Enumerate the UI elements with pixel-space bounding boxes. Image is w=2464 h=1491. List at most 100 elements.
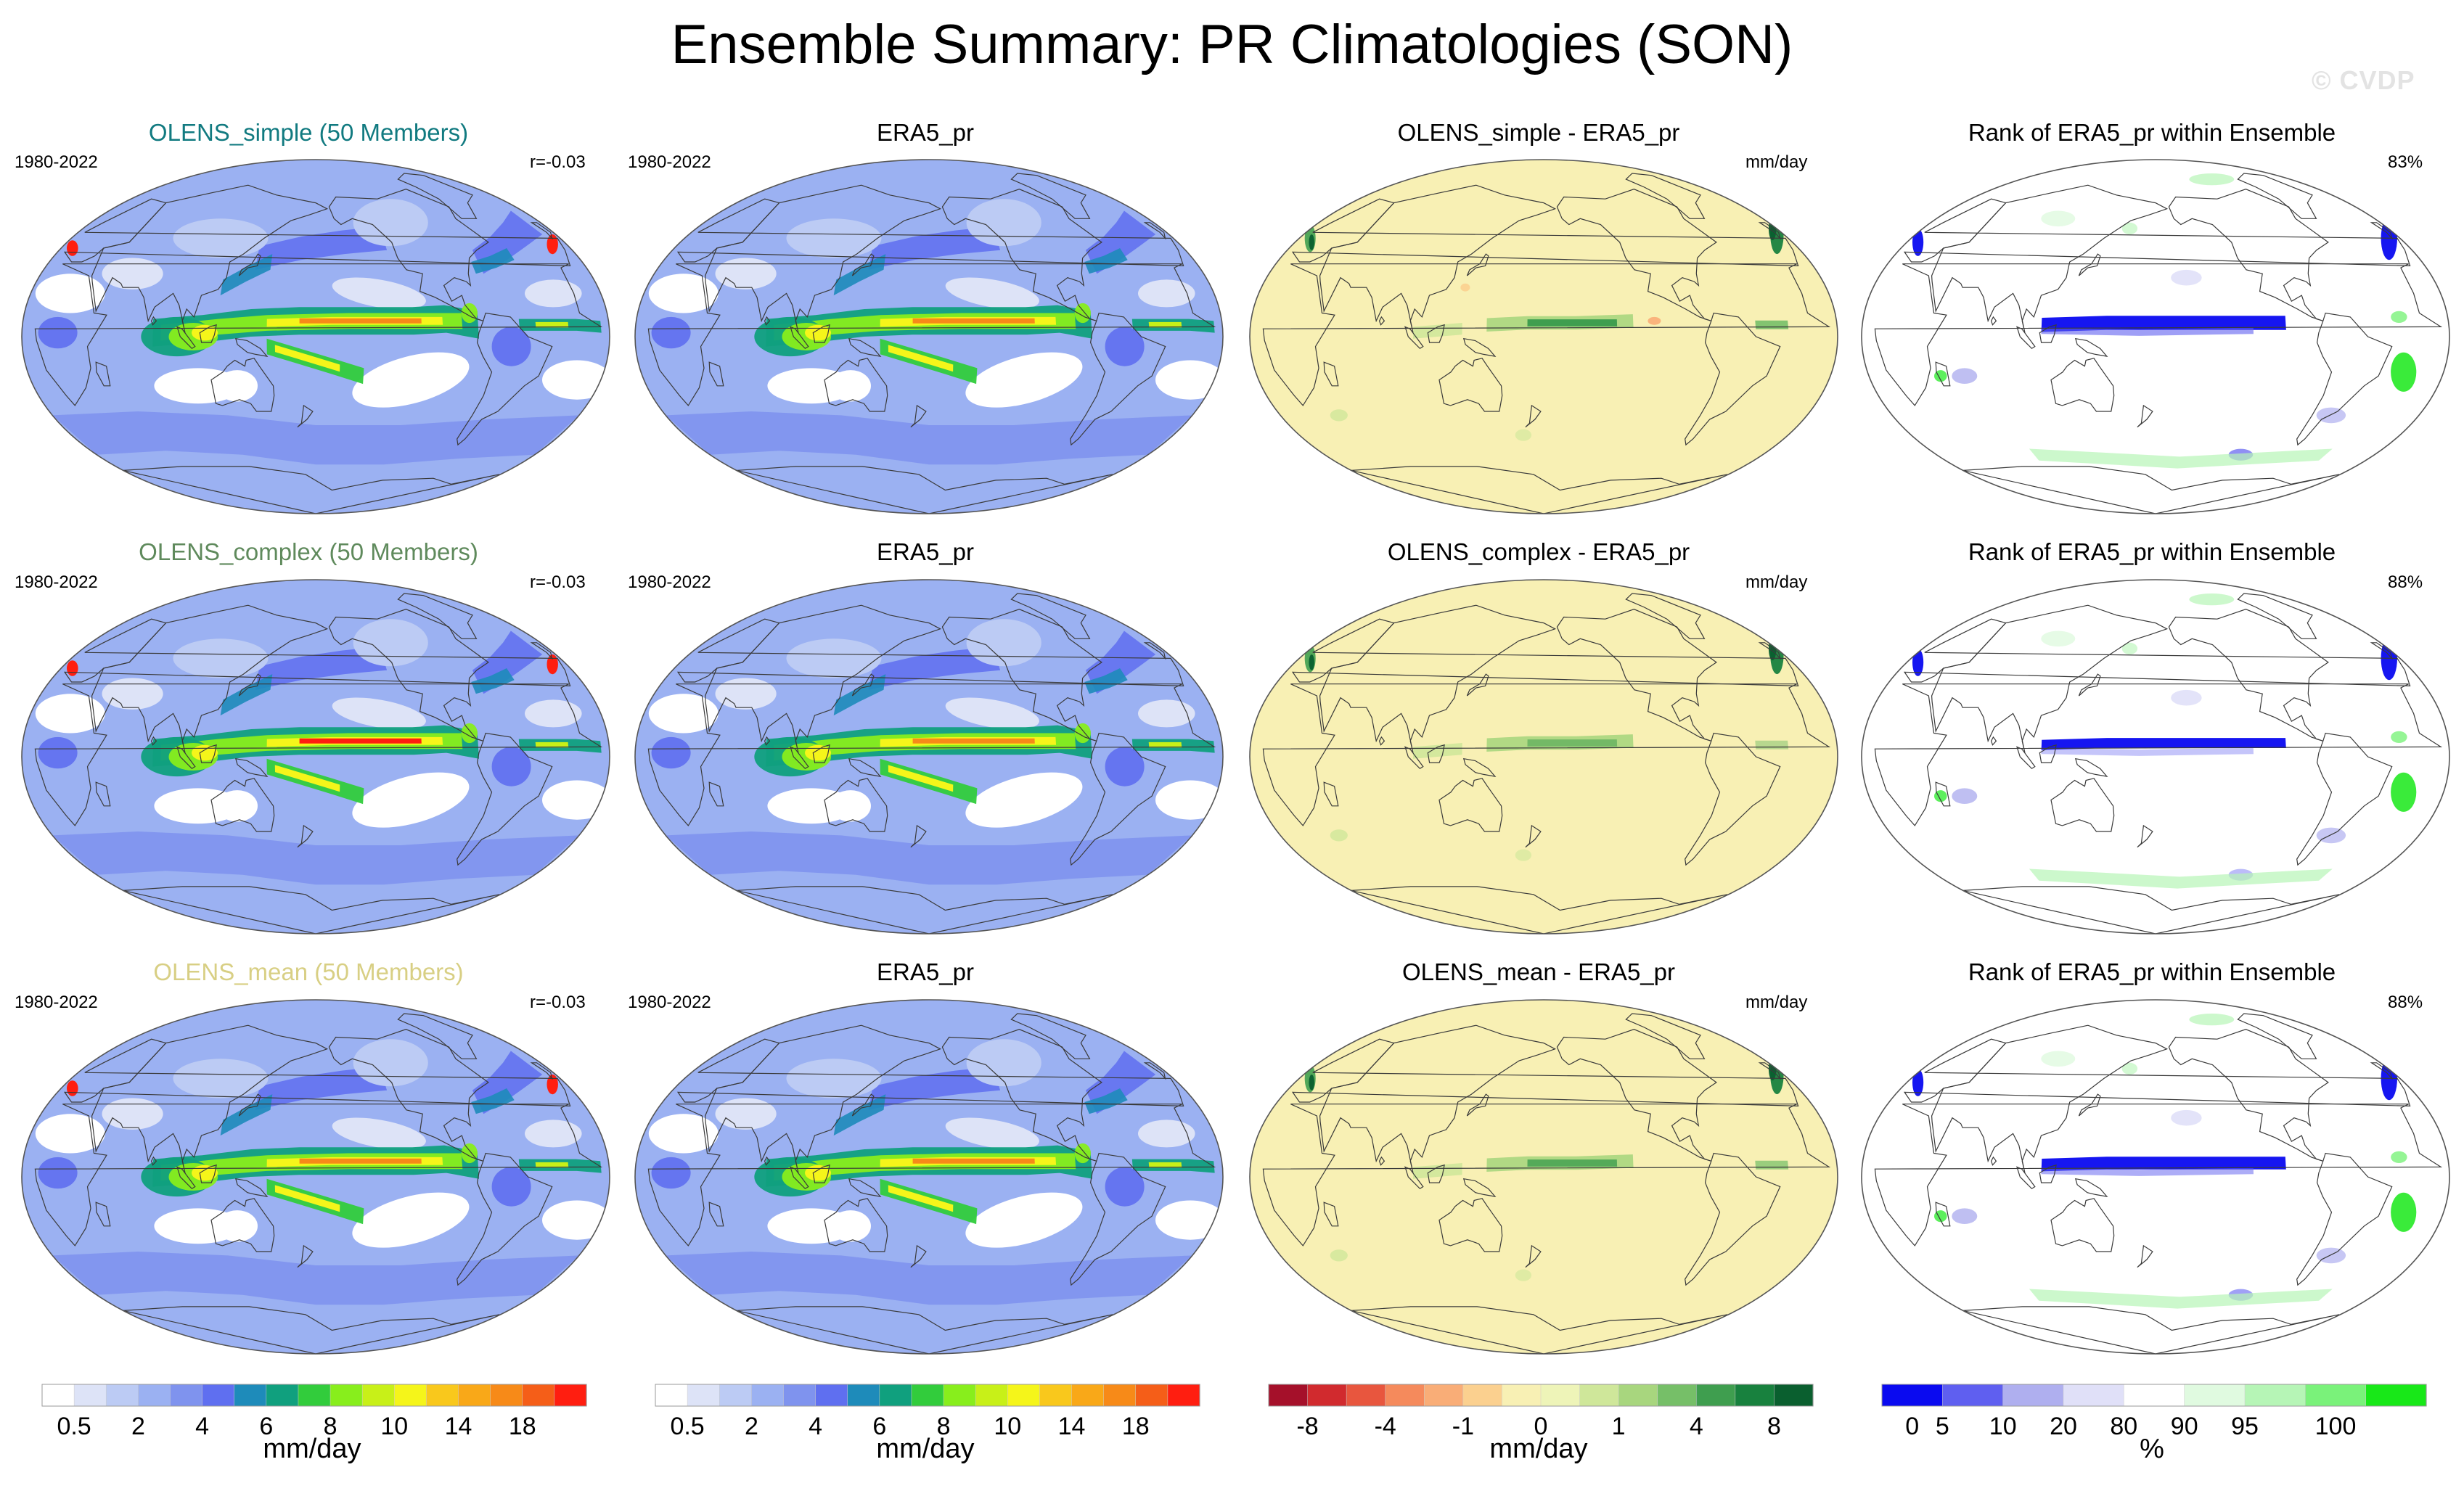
coastline-australia: [2050, 358, 2115, 412]
southern-pacific-bias: [1515, 849, 1532, 861]
north-pacific-storm-track: [868, 226, 1001, 270]
map-border: [21, 999, 610, 1355]
model-panel-title: OLENS_complex (50 Members): [139, 538, 478, 565]
middle-east-dry-zone: [102, 258, 163, 289]
coastline-africa: [1874, 683, 2443, 826]
difference-map: [1249, 159, 1838, 514]
maritime-convection-yellow: [192, 1165, 218, 1181]
siberia-field: [786, 1059, 882, 1098]
siberia-field: [786, 218, 882, 258]
middle-east-dry-zone: [715, 1098, 777, 1130]
difference-colorbar-swatch: [1579, 1384, 1619, 1407]
coastline-namerica: [1556, 609, 1717, 742]
coastline-uk: [1758, 1062, 1781, 1080]
coastline-borneo: [2039, 744, 2057, 763]
coastline-namerica: [328, 1029, 489, 1162]
coastline-africa: [1262, 683, 1831, 826]
climatology-colorbar-swatch: [234, 1384, 267, 1407]
sahara-dry-zone: [35, 274, 105, 313]
amazon-rain: [1105, 326, 1145, 366]
kuroshio-rain: [220, 674, 273, 716]
amazon-rain: [491, 326, 531, 366]
coastline-antarctica: [1962, 466, 2340, 514]
difference-units-label: mm/day: [1745, 993, 1808, 1012]
sahara-dry-zone: [648, 1114, 719, 1154]
coastline-samerica: [1070, 1152, 1166, 1286]
coastline-samerica: [1685, 732, 1781, 866]
map-border: [1249, 159, 1838, 514]
southern-pacific-bias: [1515, 429, 1532, 441]
ne-pacific-dry-zone: [945, 1117, 1039, 1150]
canada-field: [966, 1039, 1041, 1087]
amazon-rain: [1105, 1167, 1145, 1207]
se-pacific-dry-zone: [352, 352, 470, 408]
difference-colorbar-swatch: [1774, 1384, 1814, 1407]
coastline-newguinea: [1462, 337, 1497, 357]
rank-colorbar-swatch: [2063, 1384, 2125, 1407]
siberia-field: [173, 218, 269, 258]
ne-atlantic-dry-zone: [525, 1120, 582, 1148]
climatology-colorbar-swatch: [879, 1384, 912, 1407]
diff-background-field: [1250, 160, 1838, 514]
coastline-australia: [210, 1198, 275, 1252]
coastline-namerica: [941, 1029, 1102, 1162]
rank-colorbar-swatch: [2184, 1384, 2246, 1407]
kuroshio-rain: [833, 674, 886, 716]
sahara-dry-zone: [35, 1114, 105, 1154]
coastline-sumatra: [2016, 326, 2036, 350]
se-indian-dry-zone: [154, 1208, 242, 1244]
siberia-field: [786, 638, 882, 678]
climatology-colorbar: 0.5 2 4 6 8 10 14 18: [655, 1384, 1200, 1440]
spcz-yellow: [274, 1185, 340, 1212]
coastline-samerica: [2296, 312, 2393, 446]
rank-colorbar-tick-label: 100: [2315, 1413, 2357, 1440]
obs-climatology-map: [634, 999, 1224, 1355]
coastline-samerica: [1070, 732, 1166, 866]
rank-colorbar-swatch: [2002, 1384, 2064, 1407]
rank-percent-label: 88%: [2388, 993, 2423, 1012]
coastline-australia: [824, 778, 888, 832]
coastline-africa: [34, 683, 603, 826]
southern-pacific-bias: [1515, 1269, 1532, 1281]
spcz-yellow: [274, 345, 340, 372]
difference-panel-title: OLENS_simple - ERA5_pr: [1397, 119, 1680, 146]
southern-storm-track: [666, 1252, 1192, 1305]
indian-ocean-bias: [1413, 743, 1462, 759]
ne-pacific-dry-zone: [332, 697, 426, 730]
atlantic-bias: [1755, 1160, 1789, 1170]
sahara-dry-zone: [648, 694, 719, 734]
coastline-africa: [1874, 1104, 2443, 1246]
middle-east-dry-zone: [102, 678, 163, 710]
climatology-colorbar-swatch: [1103, 1384, 1137, 1407]
indian-light: [1952, 368, 1978, 384]
rank-map: [1861, 999, 2450, 1355]
coastline-japan: [851, 253, 875, 276]
gulfstream-rain: [1084, 248, 1128, 274]
difference-colorbar-swatch: [1618, 1384, 1658, 1407]
climatology-colorbar: 0.5 2 4 6 8 10 14 18: [41, 1384, 587, 1440]
se-atlantic-dry-zone: [1155, 1200, 1223, 1240]
climatology-colorbar-swatch: [105, 1384, 139, 1407]
atlantic-bias: [1755, 320, 1789, 329]
rank-colorbar-tick-label: 80: [2110, 1413, 2137, 1440]
rank-colorbar-swatch: [1942, 1384, 2004, 1407]
coastline-borneo: [199, 744, 217, 763]
coastline-madagascar: [95, 1202, 111, 1227]
east-edge-hotspot: [547, 654, 558, 675]
coastline-newguinea: [848, 757, 882, 777]
indian-ocean-bias: [1413, 1163, 1462, 1179]
map-border: [634, 579, 1224, 935]
coastline-samerica: [1685, 312, 1781, 446]
arctic-high-rank: [2189, 593, 2235, 606]
climatology-colorbar-tick-label: 6: [259, 1413, 273, 1440]
eq-pacific-low-rank-2: [2041, 1167, 2254, 1176]
australia-dry-zone: [830, 370, 871, 402]
congo-rain: [651, 736, 691, 769]
gulfstream-rain: [471, 1088, 515, 1114]
diff-background-field: [1250, 1000, 1838, 1354]
atlantic-high-rank: [2391, 731, 2407, 743]
cvdp-watermark: © CVDP: [2312, 65, 2415, 95]
coastline-antarctica: [1962, 1306, 2340, 1355]
coastline-borneo: [199, 1164, 217, 1183]
rank-colorbar-tick-label: 0: [1905, 1413, 1919, 1440]
